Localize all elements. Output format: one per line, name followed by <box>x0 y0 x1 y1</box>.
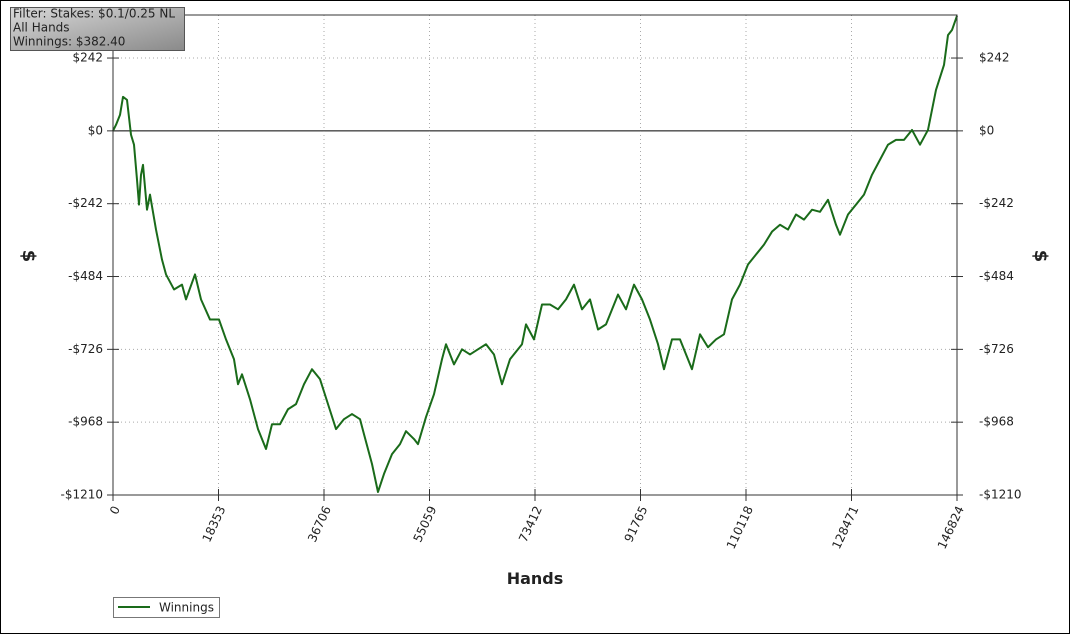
legend: Winnings <box>113 597 220 618</box>
y-tick-label: $0 <box>88 123 103 137</box>
y2-tick-label: -$1210 <box>979 488 1022 502</box>
legend-box <box>113 597 220 618</box>
y-axis-label: $ <box>18 250 39 263</box>
y-tick-label: $242 <box>72 51 103 65</box>
y2-tick-label: -$242 <box>979 196 1014 210</box>
y-tick-label: -$242 <box>68 196 103 210</box>
y2-axis-label: $ <box>1030 250 1051 263</box>
winnings-line <box>112 15 958 493</box>
y2-tick-label: -$726 <box>979 342 1014 356</box>
y-tick-label: -$968 <box>68 415 103 429</box>
y2-tick-label: -$484 <box>979 269 1014 283</box>
legend-label: Winnings <box>159 601 214 615</box>
y-tick-label: -$1210 <box>60 488 103 502</box>
y2-tick-label: $0 <box>979 123 994 137</box>
y2-tick-label: $242 <box>979 51 1010 65</box>
info-text: All Hands <box>13 21 70 35</box>
info-text: Filter: Stakes: $0.1/0.25 NL <box>13 7 175 21</box>
plot-area <box>112 15 958 493</box>
y2-tick-label: -$968 <box>979 415 1014 429</box>
y-tick-label: -$484 <box>68 269 103 283</box>
info-text: Winnings: $382.40 <box>13 35 125 49</box>
info-box-background <box>10 7 185 51</box>
x-axis-label: Hands <box>507 569 564 588</box>
y-tick-label: -$726 <box>68 342 103 356</box>
